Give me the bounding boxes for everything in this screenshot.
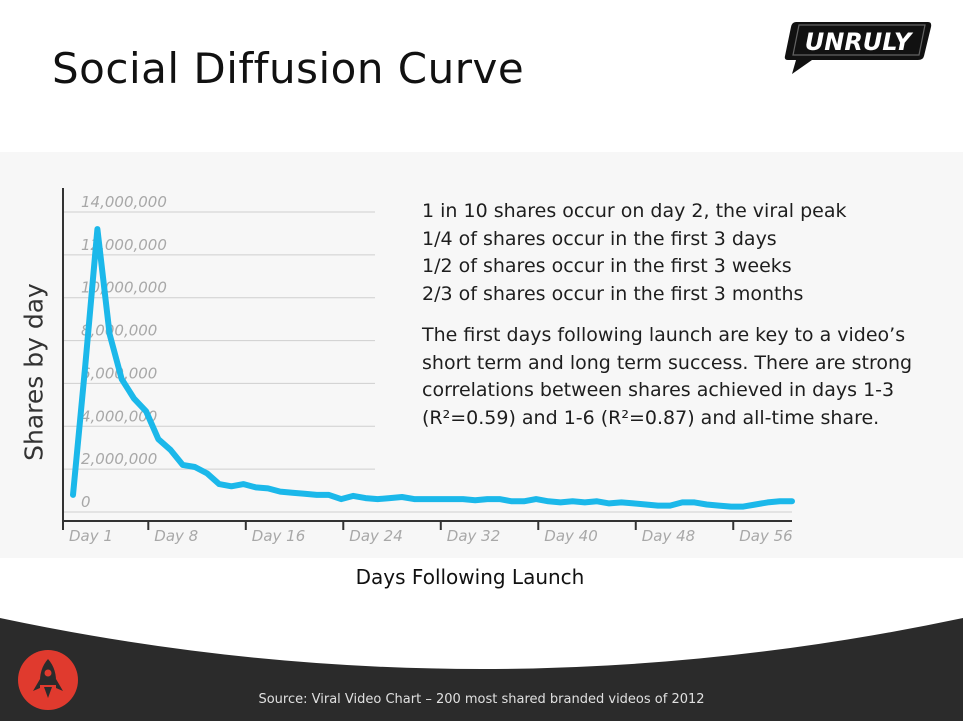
paragraph-line: short term and long term success. There … (422, 351, 913, 374)
x-tick-label: Day 32 (447, 527, 500, 545)
x-tick-label: Day 48 (642, 527, 695, 545)
data-point (328, 494, 330, 496)
x-tick-label: Day 56 (739, 527, 792, 545)
stat-line: 1/2 of shares occur in the first 3 weeks (422, 255, 792, 277)
data-point (72, 494, 74, 496)
data-point (401, 496, 403, 498)
data-point (560, 501, 561, 503)
data-point (450, 498, 452, 500)
data-point (218, 483, 220, 485)
data-point (425, 498, 427, 500)
series-line (70, 226, 795, 510)
data-point (170, 449, 171, 451)
data-point (547, 500, 549, 502)
data-point (157, 438, 159, 440)
data-point (523, 500, 525, 502)
data-point (511, 500, 513, 502)
x-tick-label: Day 1 (69, 527, 113, 545)
data-point (474, 499, 476, 501)
data-point (608, 502, 610, 504)
data-point (754, 504, 756, 505)
data-point (438, 498, 440, 500)
rocket-icon (18, 650, 78, 710)
data-point (291, 492, 293, 494)
footer-band (0, 618, 963, 721)
data-point (718, 505, 720, 507)
x-tick-label: Day 40 (544, 527, 597, 545)
data-point (486, 498, 488, 500)
data-point (499, 498, 500, 500)
y-tick-label: 14,000,000 (81, 193, 167, 211)
x-axis-title: Days Following Launch (355, 565, 585, 589)
data-point (133, 397, 135, 399)
data-point (194, 466, 196, 468)
data-point (304, 493, 305, 495)
data-point (742, 506, 744, 508)
data-point (767, 501, 769, 503)
data-point (145, 410, 147, 412)
paragraph-line: correlations between shares achieved in … (422, 379, 895, 401)
logo-text: UNRULY (805, 28, 914, 56)
data-point (535, 498, 537, 500)
data-point (596, 500, 598, 502)
data-point (279, 491, 281, 493)
data-point (243, 483, 245, 485)
data-point (206, 472, 208, 474)
chart-panel (0, 152, 963, 558)
data-point (389, 497, 391, 499)
data-point (584, 501, 586, 503)
data-point (316, 494, 318, 496)
data-point (340, 498, 342, 500)
data-point (255, 486, 257, 488)
stat-line: 1 in 10 shares occur on day 2, the viral… (422, 200, 847, 222)
x-tick-label: Day 24 (349, 527, 402, 545)
annotation-block: 1 in 10 shares occur on day 2, the viral… (422, 198, 957, 432)
data-point (462, 498, 464, 500)
y-tick-label: 8,000,000 (81, 322, 157, 340)
data-point (413, 498, 415, 500)
data-point (230, 485, 232, 487)
y-axis-title-text: Shares by day (19, 283, 49, 461)
data-point (84, 365, 86, 367)
data-point (694, 501, 695, 503)
y-tick-label: 2,000,000 (81, 450, 157, 468)
data-point (96, 228, 98, 230)
data-point (377, 498, 379, 500)
data-point (681, 501, 683, 503)
data-point (620, 501, 622, 503)
data-point (730, 506, 732, 508)
data-point (669, 505, 671, 507)
x-tick-label: Day 8 (154, 527, 198, 545)
data-point (182, 464, 184, 466)
y-tick-label: 4,000,000 (81, 407, 157, 425)
paragraph-line: The first days following launch are key … (422, 324, 906, 346)
data-point (706, 504, 708, 505)
paragraph-line: (R²=0.59) and 1-6 (R²=0.87) and all-time… (422, 406, 880, 429)
stat-line: 1/4 of shares occur in the first 3 days (422, 227, 777, 250)
data-point (267, 487, 269, 489)
data-point (657, 505, 659, 507)
stat-line: 2/3 of shares occur in the first 3 month… (422, 282, 804, 305)
source-caption: Source: Viral Video Chart – 200 most sha… (258, 692, 705, 707)
data-point (365, 497, 366, 499)
data-point (121, 378, 123, 380)
y-tick-label: 0 (81, 493, 91, 511)
data-point (779, 500, 781, 502)
x-tick-label: Day 16 (252, 527, 305, 545)
annotation-paragraph: The first days following launch are key … (422, 322, 957, 432)
data-point (109, 333, 111, 335)
data-point (791, 500, 793, 502)
data-point (645, 504, 647, 505)
data-point (633, 502, 635, 504)
unruly-logo: UNRULY (784, 22, 932, 74)
data-point (572, 500, 574, 502)
slide-title: Social Diffusion Curve (52, 44, 525, 93)
data-point (352, 495, 354, 497)
